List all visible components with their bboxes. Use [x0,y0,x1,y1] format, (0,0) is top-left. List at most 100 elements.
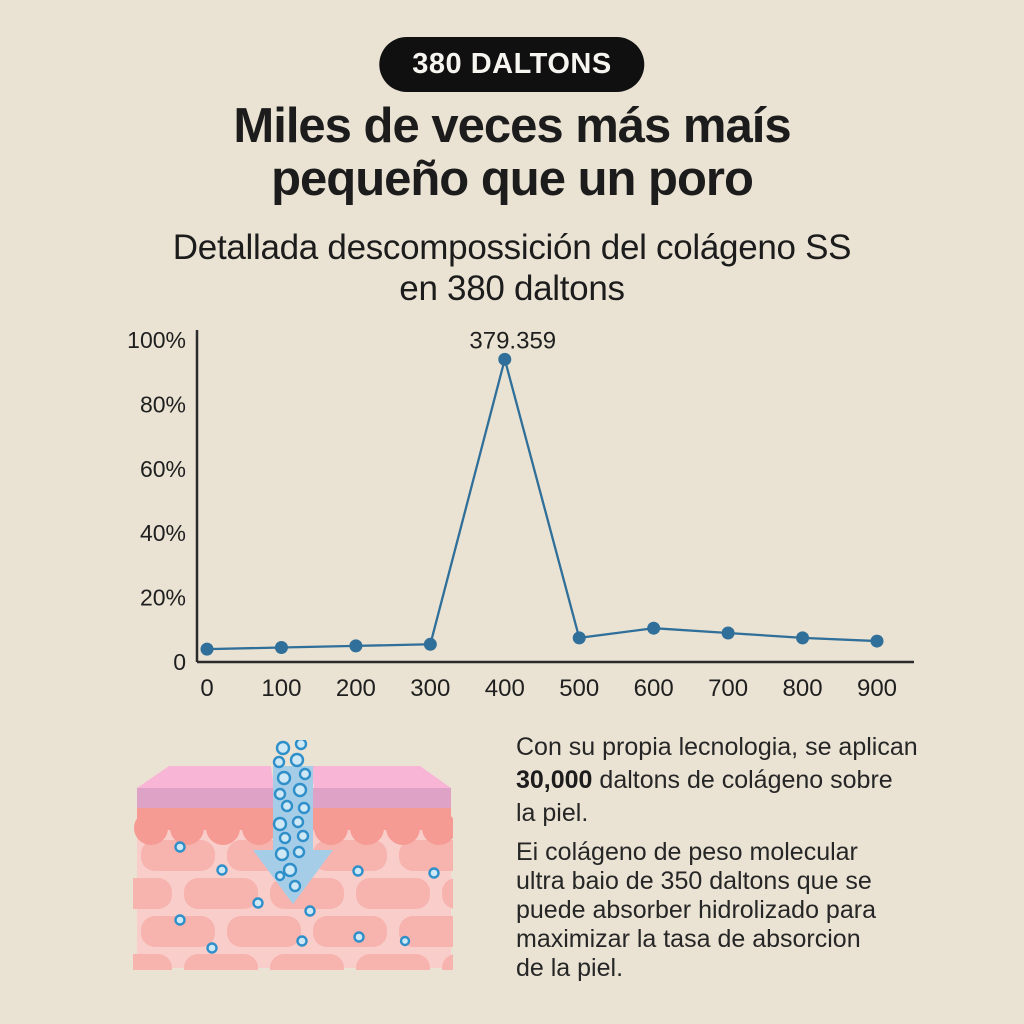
daltons-badge: 380 DALTONS [379,37,645,92]
skin-cell [184,954,258,985]
epidermis-scallop [134,811,168,845]
collagen-bubble-icon [296,935,308,947]
collagen-bubble-icon [294,737,308,751]
peak-annotation: 379.359 [469,327,556,354]
x-tick-label: 100 [261,675,301,702]
x-tick-label: 0 [200,675,213,702]
collagen-bubble-icon [297,801,311,815]
x-tick-label: 700 [708,675,748,702]
paragraph-1-line-3: la piel. [516,799,589,827]
x-tick-label: 400 [485,675,525,702]
paragraph-1: Con su propia lecnologia, se aplican 30,… [516,731,956,830]
chart-point [572,631,586,645]
collagen-bubble-icon [174,914,186,926]
collagen-bubble-icon [272,816,288,832]
y-tick-label: 100% [127,327,186,353]
collagen-bubble-icon [289,752,305,768]
collagen-bubble-icon [274,846,290,862]
chart-point [870,634,884,648]
y-tick-label: 0 [173,649,186,675]
x-tick-label: 800 [783,675,823,702]
collagen-bubble-icon [296,829,310,843]
collagen-bubble-icon [304,905,316,917]
epidermis-scallop [386,811,420,845]
collagen-bubble-icon [292,782,308,798]
collagen-bubble-icon [280,799,294,813]
page-subtitle: Detallada descompossición del colágeno S… [0,227,1024,309]
skin-cell [313,916,387,947]
y-tick-label: 40% [140,520,186,546]
collagen-bubble-icon [275,740,291,756]
epidermis-scallop [242,811,276,845]
chart-point [274,641,288,655]
skin-penetration-diagram [98,737,516,985]
subtitle-line-2: en 380 daltons [399,269,625,308]
collagen-bubble-icon [282,862,298,878]
skin-top-right [311,766,451,788]
chart-point [721,626,735,640]
collagen-bubble-icon [292,845,306,859]
title-line-1: Miles de veces más maís [233,99,791,153]
x-tick-label: 300 [410,675,450,702]
skin-cell [270,954,344,985]
skin-cell [141,840,215,871]
skin-cell [184,878,258,909]
collagen-bubble-icon [276,770,292,786]
y-tick-label: 60% [140,456,186,482]
chart-line [206,354,878,651]
y-tick-label: 20% [140,585,186,611]
epidermis-scallop [314,811,348,845]
paragraph-1-line-2-rest: daltons de colágeno sobre [592,766,893,794]
collagen-bubble-icon [352,865,364,877]
x-tick-label: 200 [336,675,376,702]
skin-cell [141,916,215,947]
skin-diagram-svg [98,737,516,985]
subtitle-line-1: Detallada descompossición del colágeno S… [172,228,852,267]
x-tick-label: 900 [857,675,897,702]
chart-point [647,621,661,635]
paragraph-1-bold-value: 30,000 [516,766,593,794]
chart-point [796,631,810,645]
x-tick-label: 600 [634,675,674,702]
line-chart-svg: 0 20% 40% 60% 80% 100% 0 100 200 300 400 500 600 700 8… [127,327,914,702]
epidermis-scallop [350,811,384,845]
paragraph-2-line-1: Ei colágeno de peso molecular [516,838,858,866]
daltons-badge-label: 380 DALTONS [412,48,612,80]
collagen-bubble-icon [278,831,292,845]
skin-cell [313,840,387,871]
paragraph-2: Ei colágeno de peso molecular ultra baio… [516,838,956,983]
collagen-bubble-icon [353,931,365,943]
collagen-bubble-icon [272,755,286,769]
collagen-bubble-icon [428,867,440,879]
skin-cell [356,954,430,985]
skin-cell [98,878,172,909]
x-tick-label: 500 [559,675,599,702]
daltons-line-chart: 0 20% 40% 60% 80% 100% 0 100 200 300 400 500 600 700 8… [110,320,930,712]
collagen-bubble-icon [206,942,218,954]
skin-cell [399,840,473,871]
collagen-bubble-icon [273,787,287,801]
collagen-bubble-icon [399,935,411,947]
title-line-2: pequeño que un poro [271,152,754,206]
collagen-bubble-icon [288,879,302,893]
arrow-head-icon [253,850,333,904]
paragraph-1-line-2: 30,000 daltons de colágeno sobre [516,764,956,797]
y-tick-label: 80% [140,391,186,417]
collagen-bubble-icon [174,841,186,853]
chart-point [498,352,512,366]
skin-cell [227,916,301,947]
paragraph-2-line-4: maximizar la tasa de absorcion [516,925,861,953]
chart-point [349,639,363,653]
paragraph-1-line-1: Con su propia lecnologia, se aplican [516,733,918,761]
page-title: Miles de veces más maís pequeño que un p… [0,100,1024,206]
collagen-bubble-icon [252,897,264,909]
epidermis-scallop [206,811,240,845]
collagen-bubble-icon [291,815,305,829]
skin-top-left [137,766,274,788]
epidermis-scallop [170,811,204,845]
epidermis-scallop [422,811,456,845]
collagen-bubble-icon [298,767,312,781]
chart-point [200,642,214,656]
paragraph-2-line-2: ultra baio de 350 daltons que se [516,867,872,895]
